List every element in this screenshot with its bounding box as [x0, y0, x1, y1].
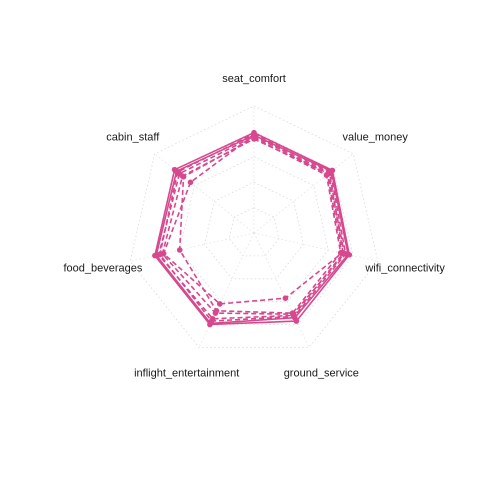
series-7-point-wifi_connectivity: [338, 250, 344, 256]
series-7-point-food_beverages: [177, 247, 183, 253]
spoke-inflight_entertainment: [199, 233, 254, 347]
series-6-point-inflight_entertainment: [217, 301, 223, 307]
axis-labels: seat_comfort value_money wifi_connectivity…: [63, 73, 445, 380]
grid-ring-3: [180, 157, 329, 302]
series-6-line: [164, 135, 342, 304]
axis-label-wifi_connectivity: wifi_connectivity: [364, 263, 445, 275]
axis-label-food_beverages: food_beverages: [63, 263, 142, 275]
spoke-food_beverages: [130, 233, 254, 261]
series-6-point-food_beverages: [161, 251, 167, 257]
series-7-point-ground_service: [290, 310, 296, 316]
series-3-line: [160, 134, 346, 321]
axis-label-seat_comfort: seat_comfort: [222, 73, 286, 85]
axis-label-inflight_entertainment: inflight_entertainment: [134, 368, 239, 380]
axis-label-ground_service: ground_service: [284, 368, 359, 380]
axis-label-value_money: value_money: [342, 131, 408, 143]
series-1-line: [155, 133, 349, 325]
axis-label-cabin_staff: cabin_staff: [106, 131, 160, 143]
series-7-point-cabin_staff: [181, 174, 187, 180]
series-4-point-inflight_entertainment: [210, 316, 216, 322]
series-6-point-cabin_staff: [188, 180, 194, 186]
series-7-point-value_money: [324, 172, 330, 178]
series-7-point-seat_comfort: [251, 135, 257, 141]
series-layer: [152, 130, 352, 327]
series-7-point-inflight_entertainment: [214, 308, 220, 314]
series-6-point-ground_service: [283, 295, 289, 301]
spoke-wifi_connectivity: [254, 233, 378, 261]
spoke-ground_service: [254, 233, 309, 347]
